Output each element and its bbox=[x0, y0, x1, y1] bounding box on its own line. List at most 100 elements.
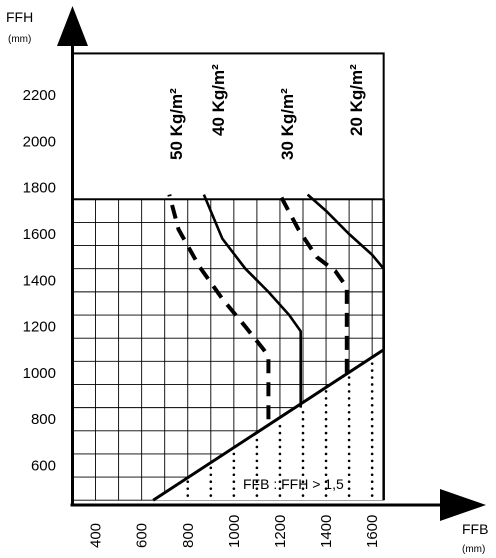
region-dot bbox=[347, 494, 351, 497]
region-dot bbox=[232, 487, 236, 490]
region-dot bbox=[301, 445, 305, 449]
region-dot bbox=[370, 397, 374, 400]
region-dot bbox=[232, 459, 236, 463]
region-dot bbox=[301, 487, 305, 490]
x-tick-label: 1400 bbox=[318, 515, 335, 548]
series-group bbox=[167, 193, 385, 420]
region-dot bbox=[255, 445, 259, 449]
region-dot bbox=[301, 473, 305, 477]
region-dot bbox=[255, 438, 259, 442]
region-dot bbox=[370, 383, 374, 386]
region-dot bbox=[278, 438, 282, 442]
region-dot bbox=[278, 431, 282, 435]
region-dot bbox=[324, 445, 328, 449]
region-dot bbox=[255, 466, 259, 470]
region-dot bbox=[301, 424, 305, 428]
region-dot bbox=[370, 404, 374, 407]
series-line-3 bbox=[278, 193, 349, 373]
region-dot bbox=[255, 494, 259, 497]
region-dot bbox=[278, 487, 282, 490]
region-dot bbox=[347, 452, 351, 456]
region-dot bbox=[209, 494, 213, 497]
region-dot bbox=[278, 445, 282, 449]
region-dot bbox=[347, 390, 351, 393]
region-dot bbox=[370, 424, 374, 428]
region-dot bbox=[301, 431, 305, 435]
region-dot bbox=[347, 383, 351, 386]
region-dot bbox=[301, 466, 305, 470]
series-line-1 bbox=[167, 194, 271, 420]
y-axis-label: FFH bbox=[6, 9, 33, 25]
region-dot bbox=[370, 438, 374, 442]
region-dot bbox=[324, 466, 328, 470]
region-dot bbox=[324, 390, 328, 393]
region-dot bbox=[209, 466, 213, 470]
region-dot bbox=[278, 494, 282, 497]
region-dot bbox=[324, 410, 328, 414]
region-dot bbox=[370, 431, 374, 435]
region-dot bbox=[370, 390, 374, 393]
y-tick-label: 600 bbox=[31, 458, 56, 475]
region-dot bbox=[370, 362, 374, 365]
region-dot bbox=[301, 417, 305, 421]
series-label-3: 30 Kg/m² bbox=[278, 88, 297, 160]
region-dot bbox=[209, 473, 213, 477]
x-axis-unit: (mm) bbox=[462, 544, 485, 555]
y-tick-label: 2000 bbox=[23, 133, 56, 150]
region-dot bbox=[186, 494, 190, 497]
x-tick-label: 600 bbox=[134, 523, 151, 548]
upper-region bbox=[71, 52, 385, 502]
ratio-region-dots bbox=[186, 362, 374, 497]
y-tick-labels: 600 800 1000 1200 1400 1600 1800 2000 2200 bbox=[23, 87, 56, 474]
region-dot bbox=[255, 459, 259, 463]
region-dot bbox=[370, 369, 374, 372]
region-dot bbox=[301, 410, 305, 414]
region-dot bbox=[347, 459, 351, 463]
region-dot bbox=[255, 487, 259, 490]
y-tick-label: 2200 bbox=[23, 87, 56, 104]
region-dot bbox=[347, 438, 351, 442]
region-dot bbox=[347, 445, 351, 449]
region-dot bbox=[324, 431, 328, 435]
series-label-4: 20 Kg/m² bbox=[347, 64, 366, 136]
region-dot bbox=[324, 438, 328, 442]
region-dot bbox=[301, 459, 305, 463]
region-dot bbox=[278, 473, 282, 477]
region-dot bbox=[370, 376, 374, 379]
region-dot bbox=[209, 480, 213, 484]
region-dot bbox=[278, 424, 282, 428]
region-dot bbox=[301, 480, 305, 484]
region-dot bbox=[186, 487, 190, 490]
region-dot bbox=[324, 494, 328, 497]
region-dot bbox=[324, 487, 328, 490]
y-tick-label: 800 bbox=[31, 411, 56, 428]
region-dot bbox=[278, 452, 282, 456]
region-dot bbox=[255, 452, 259, 456]
region-dot bbox=[255, 473, 259, 477]
region-dot bbox=[232, 494, 236, 497]
region-dot bbox=[324, 424, 328, 428]
region-dot bbox=[301, 452, 305, 456]
region-dot bbox=[278, 466, 282, 470]
region-dot bbox=[347, 404, 351, 407]
y-tick-label: 1600 bbox=[23, 226, 56, 243]
region-dot bbox=[370, 466, 374, 470]
x-axis-arrow bbox=[440, 489, 486, 521]
x-tick-label: 400 bbox=[88, 523, 105, 548]
region-dot bbox=[347, 431, 351, 435]
region-dot bbox=[370, 417, 374, 421]
region-dot bbox=[370, 445, 374, 449]
series-line-2 bbox=[202, 194, 302, 408]
region-dot bbox=[370, 487, 374, 490]
region-dot bbox=[324, 480, 328, 484]
region-dot bbox=[370, 452, 374, 456]
region-dot bbox=[278, 480, 282, 484]
region-dot bbox=[370, 480, 374, 484]
y-axis-unit: (mm) bbox=[8, 34, 31, 45]
series-label-2: 40 Kg/m² bbox=[209, 64, 228, 136]
region-dot bbox=[232, 466, 236, 470]
region-dot bbox=[301, 494, 305, 497]
region-dot bbox=[324, 404, 328, 407]
region-dot bbox=[324, 397, 328, 400]
region-dot bbox=[347, 410, 351, 414]
